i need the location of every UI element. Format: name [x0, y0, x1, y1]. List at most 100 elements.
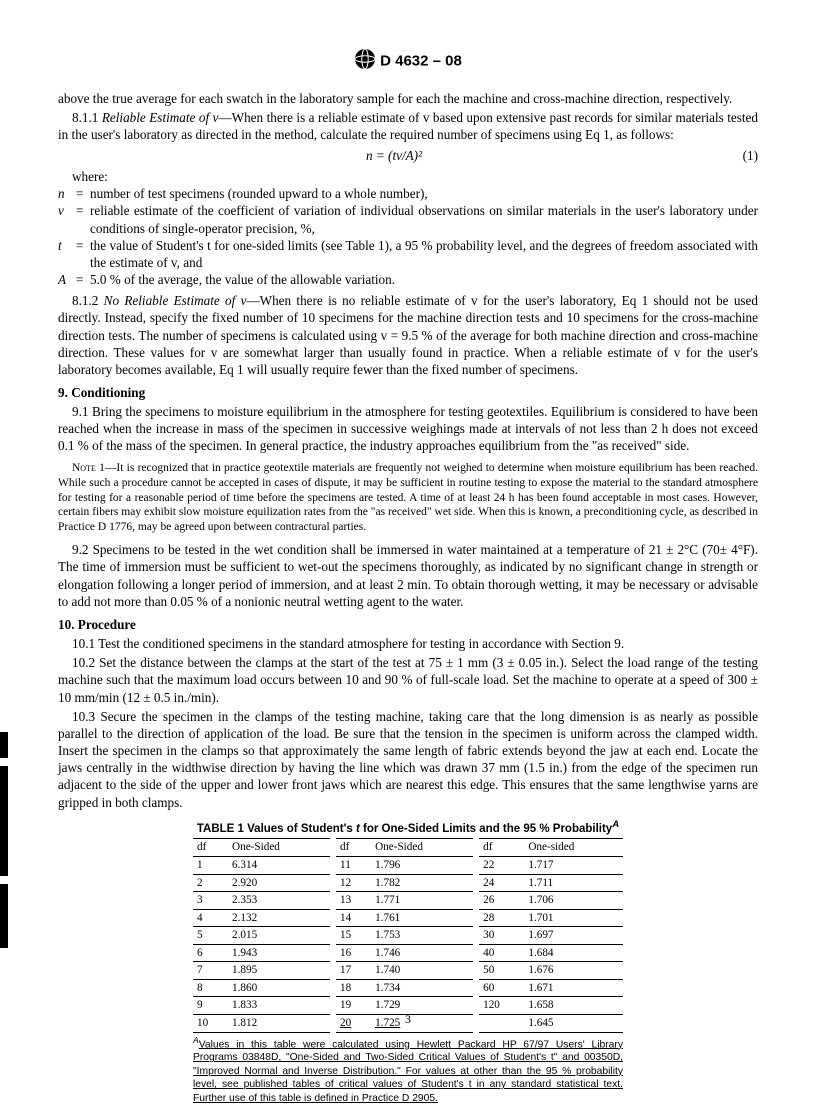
table-cell: 17 [336, 962, 371, 980]
where-row-a: A = 5.0 % of the average, the value of t… [58, 271, 758, 288]
table-cell: 22 [479, 856, 524, 874]
where-row-t: t = the value of Student's t for one-sid… [58, 237, 758, 271]
where-eq: = [76, 185, 90, 202]
where-row-v: v = reliable estimate of the coefficient… [58, 202, 758, 236]
table-cell: 6.314 [228, 856, 330, 874]
table-cell: 1.676 [524, 962, 623, 980]
table-cell: 2.920 [228, 874, 330, 892]
para-9-1: 9.1 Bring the specimens to moisture equi… [58, 403, 758, 454]
para-9-2: 9.2 Specimens to be tested in the wet co… [58, 541, 758, 610]
where-def: number of test specimens (rounded upward… [90, 185, 758, 202]
table-cell: 12 [336, 874, 371, 892]
revision-bar-icon [0, 766, 8, 876]
table-row: 16.314111.796221.717 [193, 856, 623, 874]
revision-bar-icon [0, 884, 8, 948]
table-cell: 1.761 [371, 909, 473, 927]
table-cell: 1.895 [228, 962, 330, 980]
table-cell: 1.771 [371, 892, 473, 910]
footnote-text: Values in this table were calculated usi… [193, 1039, 623, 1104]
table-row: 22.920 121.782 241.711 [193, 874, 623, 892]
col-df: df [336, 839, 371, 857]
table-cell: 1.717 [524, 856, 623, 874]
page-number: 3 [0, 1012, 816, 1028]
para-10-3: 10.3 Secure the specimen in the clamps o… [58, 708, 758, 811]
table-cell: 1.753 [371, 927, 473, 945]
where-def: the value of Student's t for one-sided l… [90, 237, 758, 271]
table-row: 52.015151.753301.697 [193, 927, 623, 945]
col-one-sided: One-sided [524, 839, 623, 857]
table-1-title-sup: A [612, 819, 619, 830]
table-cell: 1 [193, 856, 228, 874]
col-df: df [193, 839, 228, 857]
equation-1-expr: n = (tv/A)² [58, 147, 730, 164]
table-cell: 5 [193, 927, 228, 945]
para-10-1: 10.1 Test the conditioned specimens in t… [58, 635, 758, 652]
table-cell: 28 [479, 909, 524, 927]
table-cell: 1.701 [524, 909, 623, 927]
table-1-footnote: AValues in this table were calculated us… [193, 1035, 623, 1105]
table-1-title-b: for One-Sided Limits and the 95 % Probab… [360, 822, 612, 834]
table-1: df One-Sided df One-Sided df One-sided 1… [193, 838, 623, 1104]
table-row: 71.895 171.740 501.676 [193, 962, 623, 980]
col-one-sided: One-Sided [371, 839, 473, 857]
table-1-title-a: TABLE 1 Values of Student's [197, 822, 356, 834]
where-sym: v [58, 202, 76, 236]
table-cell: 1.746 [371, 944, 473, 962]
table-cell: 1.697 [524, 927, 623, 945]
doc-header-text: D 4632 – 08 [380, 53, 462, 70]
table-cell: 1.860 [228, 979, 330, 997]
table-cell: 1.711 [524, 874, 623, 892]
where-def: 5.0 % of the average, the value of the a… [90, 271, 758, 288]
table-cell: 50 [479, 962, 524, 980]
where-label: where: [58, 168, 758, 185]
col-one-sided: One-Sided [228, 839, 330, 857]
table-cell: 1.706 [524, 892, 623, 910]
students-t-table: df One-Sided df One-Sided df One-sided 1… [193, 838, 623, 1032]
heading-10: 10. Procedure [58, 616, 758, 633]
para-8-1-1: 8.1.1 Reliable Estimate of v—When there … [58, 109, 758, 143]
revision-bars [0, 732, 8, 956]
where-sym: n [58, 185, 76, 202]
equation-1-number: (1) [730, 147, 758, 164]
where-block: where: n = number of test specimens (rou… [58, 168, 758, 288]
where-eq: = [76, 237, 90, 271]
para-8-cont: above the true average for each swatch i… [58, 90, 758, 107]
table-1-title: TABLE 1 Values of Student's t for One-Si… [58, 819, 758, 837]
table-cell: 2 [193, 874, 228, 892]
table-cell: 18 [336, 979, 371, 997]
table-cell: 30 [479, 927, 524, 945]
table-row: 32.353131.771261.706 [193, 892, 623, 910]
table-cell: 13 [336, 892, 371, 910]
where-def: reliable estimate of the coefficient of … [90, 202, 758, 236]
para-8-1-2-num: 8.1.2 [72, 293, 104, 308]
equation-1: n = (tv/A)² (1) [58, 147, 758, 164]
table-cell: 2.353 [228, 892, 330, 910]
where-row-n: n = number of test specimens (rounded up… [58, 185, 758, 202]
where-sym: A [58, 271, 76, 288]
note-1-body: It is recognized that in practice geotex… [58, 462, 758, 534]
astm-logo-icon [354, 48, 376, 76]
table-cell: 1.684 [524, 944, 623, 962]
table-header-row: df One-Sided df One-Sided df One-sided [193, 839, 623, 857]
table-cell: 16 [336, 944, 371, 962]
table-cell: 14 [336, 909, 371, 927]
where-eq: = [76, 202, 90, 236]
table-cell: 8 [193, 979, 228, 997]
table-cell: 7 [193, 962, 228, 980]
table-cell: 1.734 [371, 979, 473, 997]
table-cell: 1.782 [371, 874, 473, 892]
table-cell: 2.132 [228, 909, 330, 927]
table-cell: 15 [336, 927, 371, 945]
table-row: 42.132 141.761 281.701 [193, 909, 623, 927]
table-cell: 60 [479, 979, 524, 997]
heading-9: 9. Conditioning [58, 384, 758, 401]
table-cell: 1.740 [371, 962, 473, 980]
table-cell: 40 [479, 944, 524, 962]
table-cell: 3 [193, 892, 228, 910]
table-cell: 24 [479, 874, 524, 892]
table-row: 81.860181.734601.671 [193, 979, 623, 997]
table-cell: 4 [193, 909, 228, 927]
para-8-1-1-term: Reliable Estimate of v [102, 110, 219, 125]
note-1-label: Note 1— [72, 462, 116, 474]
table-cell: 11 [336, 856, 371, 874]
